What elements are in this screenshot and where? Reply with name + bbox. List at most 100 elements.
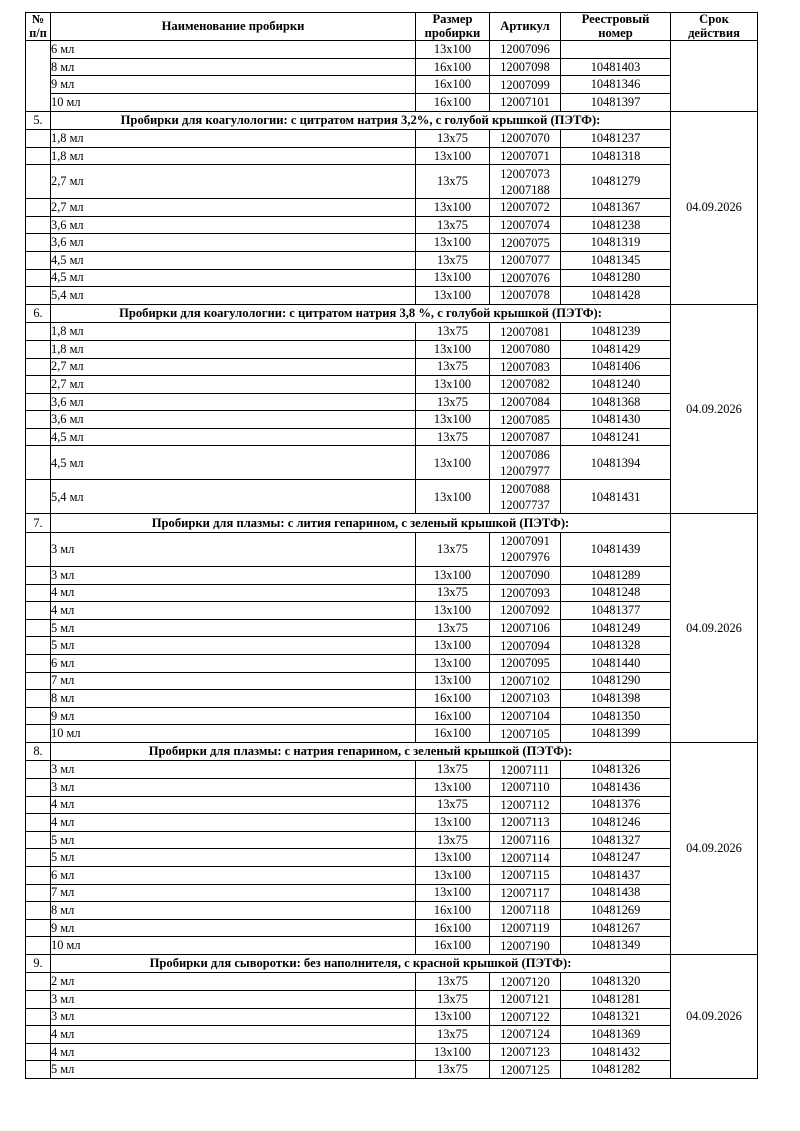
article-list: 12007121 <box>490 991 560 1007</box>
cell-article: 12007125 <box>489 1060 561 1079</box>
table-row: 3 мл 13x100 12007122 10481321 <box>25 1007 758 1027</box>
cell-article: 12007106 <box>489 618 561 638</box>
cell-size: 13x100 <box>415 1042 490 1062</box>
cell-tube-name: 1,8 мл <box>50 129 416 148</box>
cell-tube-name: 2,7 мл <box>50 198 416 217</box>
cell-article: 12007070 <box>489 129 561 148</box>
table-row: 2,7 мл 13x75 12007073 12007188 10481279 <box>25 164 758 200</box>
table-row: 5,4 мл 13x100 12007078 10481428 <box>25 286 758 305</box>
table-header: № п/п Наименование пробирки Размер проби… <box>25 11 758 42</box>
cell-article: 12007103 <box>489 689 561 708</box>
cell-tube-name: 8 мл <box>50 901 416 920</box>
cell-registry-number: 10481241 <box>560 427 671 447</box>
table-row: 4,5 мл 13x100 12007076 10481280 <box>25 268 758 288</box>
cell-article: 12007081 <box>489 322 561 341</box>
table-row: 10 мл 16x100 12007101 10481397 <box>26 92 758 112</box>
article-number: 12007105 <box>500 726 550 741</box>
cell-number <box>25 795 51 815</box>
cell-size: 13x100 <box>415 479 490 515</box>
cell-tube-name: 3 мл <box>50 760 416 779</box>
section-header-row: 9. Пробирки для сыворотки: без наполнител… <box>25 953 758 1080</box>
article-number: 12007102 <box>500 673 550 688</box>
cell-tube-name: 2,7 мл <box>50 164 416 200</box>
cell-number <box>25 706 51 726</box>
article-number: 12007977 <box>500 463 550 478</box>
cell-number <box>25 339 51 359</box>
cell-size: 13x100 <box>415 565 490 585</box>
cell-number <box>25 724 51 743</box>
table-row: 9 мл 16x100 12007104 10481350 <box>25 706 758 726</box>
cell-tube-name: 2,7 мл <box>50 357 416 377</box>
cell-validity-date: 04.09.2026 <box>670 953 758 1080</box>
cell-registry-number: 10481432 <box>560 1042 671 1062</box>
cell-size: 13x100 <box>415 636 490 655</box>
cell-size: 13x100 <box>415 375 490 394</box>
article-number: 12007119 <box>500 920 550 935</box>
cell-size: 13x100 <box>415 286 490 305</box>
cell-article: 12007076 <box>489 268 561 288</box>
cell-size: 13x100 <box>415 445 490 481</box>
table-row: 3 мл 13x75 12007121 10481281 <box>25 990 758 1009</box>
article-number: 12007094 <box>500 638 550 653</box>
article-number: 12007188 <box>500 182 550 197</box>
cell-size: 13x100 <box>415 268 490 288</box>
cell-number <box>25 146 51 166</box>
article-number: 12007095 <box>500 656 550 671</box>
article-number: 12007976 <box>500 550 550 565</box>
cell-tube-name: 5,4 мл <box>50 479 416 515</box>
article-list: 12007112 <box>490 797 560 813</box>
article-list: 12007080 <box>490 341 560 357</box>
cell-article: 12007105 <box>489 724 561 743</box>
table-row: 8 мл 16x100 12007098 10481403 <box>26 57 758 77</box>
cell-number <box>25 918 51 938</box>
article-list: 12007110 <box>490 779 560 795</box>
cell-article: 12007077 <box>489 251 561 270</box>
cell-registry-number: 10481436 <box>560 778 671 797</box>
cell-article: 12007114 <box>489 848 561 867</box>
article-list: 12007085 <box>490 412 560 428</box>
table-row: 3 мл 13x75 12007091 12007976 10481439 <box>25 531 758 567</box>
table-row: 6 мл 13x100 12007095 10481440 <box>25 653 758 673</box>
article-list: 12007098 <box>490 59 560 75</box>
cell-article: 12007080 <box>489 339 561 359</box>
cell-article: 12007099 <box>489 75 561 94</box>
cell-article: 12007104 <box>489 706 561 726</box>
cell-registry-number: 10481350 <box>560 706 671 726</box>
article-number: 12007092 <box>500 603 550 618</box>
cell-registry-number: 10481431 <box>560 479 671 515</box>
cell-size: 13x75 <box>415 129 490 148</box>
table-row: 5 мл 13x100 12007114 10481247 <box>25 848 758 867</box>
section-header-row: 7. Пробирки для плазмы: с лития гепарином… <box>25 513 758 743</box>
cell-size: 16x100 <box>415 75 490 94</box>
table-row: 5 мл 13x75 12007116 10481327 <box>25 830 758 850</box>
article-number: 12007096 <box>500 42 550 57</box>
cell-tube-name: 9 мл <box>50 918 416 938</box>
table-row: 3 мл 13x100 12007110 10481436 <box>25 778 758 797</box>
article-number: 12007091 <box>500 534 550 549</box>
cell-size: 13x100 <box>415 40 490 59</box>
cell-number <box>25 375 51 394</box>
article-list: 12007111 <box>490 762 560 778</box>
cell-number <box>25 778 51 797</box>
article-list: 12007118 <box>490 902 560 918</box>
cell-number <box>25 233 51 253</box>
cell-registry-number: 10481290 <box>560 671 671 691</box>
cell-validity-date <box>670 40 758 112</box>
cell-article: 12007113 <box>489 813 561 832</box>
cell-size: 16x100 <box>415 724 490 743</box>
cell-article: 12007116 <box>489 830 561 850</box>
cell-size: 13x100 <box>415 339 490 359</box>
cell-size: 16x100 <box>415 706 490 726</box>
article-number: 12007087 <box>500 430 550 445</box>
table-row: 4 мл 13x100 12007092 10481377 <box>25 601 758 620</box>
article-list: 12007125 <box>490 1062 560 1078</box>
cell-registry-number: 10481239 <box>560 322 671 341</box>
cell-tube-name: 3 мл <box>50 565 416 585</box>
cell-size: 13x75 <box>415 1025 490 1044</box>
table-row: 7 мл 13x100 12007117 10481438 <box>25 883 758 903</box>
cell-number <box>25 618 51 638</box>
cell-size: 13x100 <box>415 671 490 691</box>
article-list: 12007122 <box>490 1009 560 1025</box>
column-header-number: № п/п <box>25 11 51 42</box>
cell-number <box>25 760 51 779</box>
